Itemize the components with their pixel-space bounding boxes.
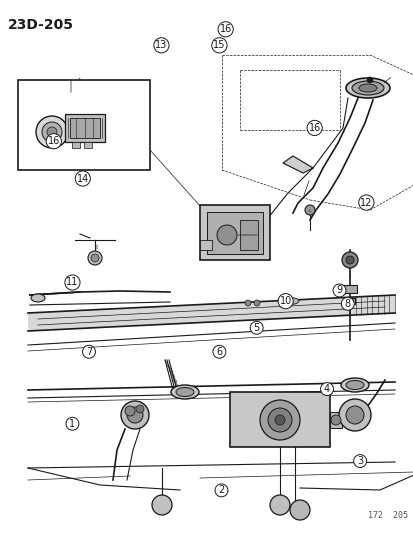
Bar (70, 118, 100, 138)
Ellipse shape (358, 84, 376, 92)
Circle shape (274, 415, 284, 425)
Text: 15: 15 (213, 41, 225, 50)
Text: 11: 11 (66, 278, 78, 287)
Circle shape (254, 300, 259, 306)
Bar (199, 205, 269, 260)
Circle shape (304, 205, 314, 215)
Circle shape (91, 254, 99, 262)
Circle shape (152, 495, 171, 515)
Circle shape (127, 407, 142, 423)
Text: 3: 3 (356, 456, 362, 466)
Ellipse shape (351, 81, 383, 95)
Circle shape (125, 406, 135, 416)
Bar (344, 298, 354, 304)
Circle shape (289, 500, 309, 520)
Circle shape (345, 406, 363, 424)
Bar (72, 142, 80, 148)
Text: 16: 16 (47, 136, 60, 146)
Ellipse shape (176, 387, 194, 397)
Text: 4: 4 (323, 384, 329, 394)
Circle shape (330, 415, 340, 425)
Ellipse shape (345, 381, 363, 390)
Text: 1: 1 (69, 419, 75, 429)
Bar (230, 392, 329, 447)
Circle shape (88, 251, 102, 265)
Text: 6: 6 (216, 347, 222, 357)
Circle shape (47, 127, 57, 137)
Bar (199, 240, 211, 250)
Text: 12: 12 (359, 198, 372, 207)
Circle shape (269, 495, 289, 515)
Text: 10: 10 (279, 296, 291, 306)
Bar (206, 212, 262, 254)
Text: 14: 14 (76, 174, 89, 183)
Circle shape (121, 401, 149, 429)
Text: 8: 8 (344, 299, 350, 309)
Text: 2: 2 (218, 486, 224, 495)
Circle shape (345, 256, 353, 264)
Ellipse shape (345, 78, 389, 98)
Bar (342, 285, 356, 293)
Text: 5: 5 (253, 323, 259, 333)
Circle shape (267, 408, 291, 432)
Circle shape (36, 116, 68, 148)
Circle shape (42, 122, 62, 142)
Text: 16: 16 (219, 25, 231, 34)
Bar (329, 412, 341, 428)
Text: 172  205: 172 205 (367, 511, 407, 520)
Bar (65, 114, 105, 142)
Bar (18, 80, 150, 170)
Text: 9: 9 (336, 286, 342, 295)
Polygon shape (282, 156, 312, 173)
Circle shape (366, 77, 372, 83)
Circle shape (244, 300, 250, 306)
Text: 13: 13 (155, 41, 167, 50)
Circle shape (216, 225, 236, 245)
Circle shape (341, 252, 357, 268)
Circle shape (136, 405, 144, 413)
Ellipse shape (280, 297, 298, 304)
Bar (84, 142, 92, 148)
Ellipse shape (171, 385, 199, 399)
Ellipse shape (340, 378, 368, 392)
Circle shape (338, 399, 370, 431)
Polygon shape (28, 295, 394, 331)
Text: 7: 7 (85, 347, 92, 357)
Text: 23D-205: 23D-205 (8, 18, 74, 32)
Circle shape (259, 400, 299, 440)
Bar (240, 220, 257, 250)
Ellipse shape (31, 294, 45, 302)
Text: 16: 16 (308, 123, 320, 133)
